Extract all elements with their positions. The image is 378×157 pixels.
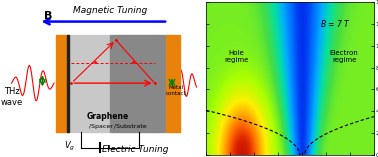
Text: THz
wave: THz wave (0, 87, 23, 107)
Bar (166, 35, 180, 132)
Bar (67, 35, 68, 132)
Text: /Spacer: /Spacer (89, 124, 113, 129)
Text: $\mathbf{B}$: $\mathbf{B}$ (43, 9, 53, 21)
Text: Electron
regime: Electron regime (330, 50, 359, 63)
Text: $V_g$: $V_g$ (64, 140, 75, 153)
Text: Graphene: Graphene (87, 112, 129, 122)
Bar (56, 35, 68, 132)
Bar (110, 35, 166, 132)
Text: Electric Tuning: Electric Tuning (102, 145, 169, 154)
Bar (68, 35, 110, 132)
Text: Metal
contact: Metal contact (166, 85, 186, 96)
Text: Hole
regime: Hole regime (224, 50, 248, 63)
Text: Magnetic Tuning: Magnetic Tuning (73, 6, 147, 15)
Text: $B$ = 7 T: $B$ = 7 T (320, 18, 351, 29)
Text: /Substrate: /Substrate (114, 124, 147, 129)
